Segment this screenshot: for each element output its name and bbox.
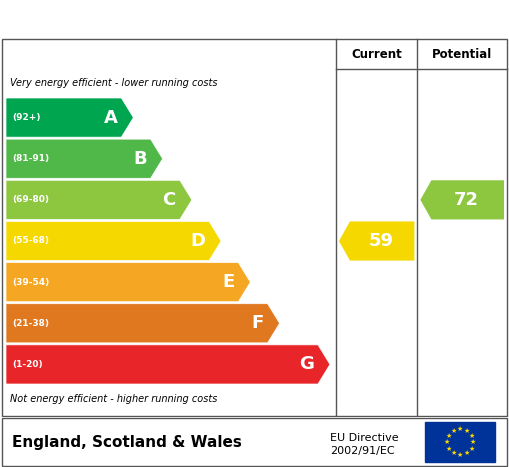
Text: ★: ★ bbox=[450, 428, 457, 434]
Text: Not energy efficient - higher running costs: Not energy efficient - higher running co… bbox=[10, 394, 217, 404]
Text: Very energy efficient - lower running costs: Very energy efficient - lower running co… bbox=[10, 78, 217, 88]
Polygon shape bbox=[6, 221, 221, 261]
Text: ★: ★ bbox=[445, 432, 452, 439]
Polygon shape bbox=[420, 180, 504, 219]
Polygon shape bbox=[339, 221, 414, 261]
Polygon shape bbox=[6, 345, 330, 384]
Text: D: D bbox=[190, 232, 205, 250]
Text: A: A bbox=[103, 108, 118, 127]
Text: B: B bbox=[133, 150, 147, 168]
Text: (39-54): (39-54) bbox=[12, 278, 49, 287]
Text: (69-80): (69-80) bbox=[12, 195, 49, 205]
Polygon shape bbox=[6, 304, 279, 343]
Polygon shape bbox=[6, 262, 250, 302]
Text: England, Scotland & Wales: England, Scotland & Wales bbox=[12, 434, 242, 450]
Text: Current: Current bbox=[351, 48, 402, 61]
Text: ★: ★ bbox=[457, 452, 463, 458]
Text: 59: 59 bbox=[368, 232, 393, 250]
Polygon shape bbox=[6, 98, 133, 137]
Text: F: F bbox=[251, 314, 264, 333]
Text: 72: 72 bbox=[454, 191, 478, 209]
Text: ★: ★ bbox=[463, 428, 470, 434]
Text: ★: ★ bbox=[463, 450, 470, 456]
Bar bbox=[425, 422, 495, 462]
Text: (21-38): (21-38) bbox=[12, 319, 49, 328]
Text: ★: ★ bbox=[468, 432, 474, 439]
Text: G: G bbox=[299, 355, 314, 374]
Text: ★: ★ bbox=[445, 446, 452, 452]
Polygon shape bbox=[6, 139, 162, 178]
Text: ★: ★ bbox=[457, 426, 463, 432]
Text: (55-68): (55-68) bbox=[12, 236, 49, 246]
Text: E: E bbox=[222, 273, 234, 291]
Text: ★: ★ bbox=[470, 439, 476, 445]
Polygon shape bbox=[6, 180, 192, 219]
Text: Energy Efficiency Rating: Energy Efficiency Rating bbox=[110, 9, 399, 29]
Text: ★: ★ bbox=[450, 450, 457, 456]
Text: ★: ★ bbox=[444, 439, 450, 445]
Text: (81-91): (81-91) bbox=[12, 154, 49, 163]
Text: Potential: Potential bbox=[432, 48, 492, 61]
Text: 2002/91/EC: 2002/91/EC bbox=[330, 446, 394, 456]
Text: (1-20): (1-20) bbox=[12, 360, 43, 369]
Text: ★: ★ bbox=[468, 446, 474, 452]
Text: EU Directive: EU Directive bbox=[330, 433, 399, 443]
Text: (92+): (92+) bbox=[12, 113, 41, 122]
Text: C: C bbox=[162, 191, 176, 209]
